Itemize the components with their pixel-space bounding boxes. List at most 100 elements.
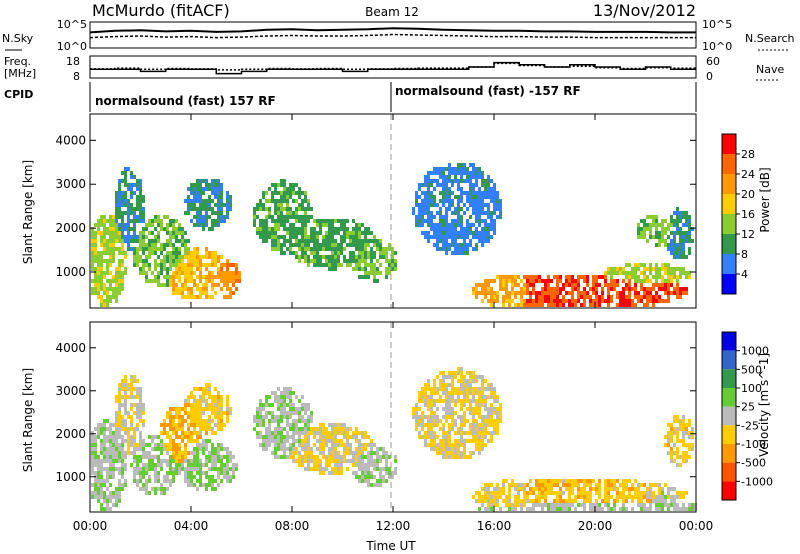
power-cell xyxy=(424,219,427,223)
power-cell xyxy=(526,303,529,307)
power-cell xyxy=(676,211,679,215)
xaxis-label: Time UT xyxy=(365,539,416,553)
velocity-cell xyxy=(91,467,94,471)
power-cell xyxy=(127,167,130,171)
power-cell xyxy=(604,275,607,279)
power-cell xyxy=(463,247,466,251)
power-cell xyxy=(328,259,331,263)
power-cell xyxy=(478,211,481,215)
velocity-cell xyxy=(427,399,430,403)
power-cell xyxy=(280,219,283,223)
velocity-cell xyxy=(577,495,580,499)
power-cell xyxy=(127,227,130,231)
velocity-cell xyxy=(172,443,175,447)
velocity-cell xyxy=(442,431,445,435)
velocity-cell xyxy=(127,411,130,415)
power-cell xyxy=(430,191,433,195)
power-cell xyxy=(361,239,364,243)
velocity-cell xyxy=(322,443,325,447)
time-tick-label: 12:00 xyxy=(376,519,411,533)
power-cell xyxy=(457,231,460,235)
power-cell xyxy=(217,271,220,275)
velocity-cell xyxy=(679,455,682,459)
power-cell xyxy=(430,223,433,227)
velocity-cell xyxy=(496,427,499,431)
power-cell xyxy=(97,271,100,275)
power-cell xyxy=(199,195,202,199)
velocity-cell xyxy=(259,419,262,423)
velocity-cell xyxy=(181,467,184,471)
power-cell xyxy=(205,279,208,283)
velocity-cell xyxy=(133,403,136,407)
power-cell xyxy=(217,223,220,227)
velocity-cell xyxy=(193,451,196,455)
velocity-cell xyxy=(484,499,487,503)
velocity-cell xyxy=(115,435,118,439)
velocity-cell xyxy=(196,415,199,419)
power-cell xyxy=(679,275,682,279)
power-cell xyxy=(649,223,652,227)
velocity-cell xyxy=(496,415,499,419)
velocity-cell xyxy=(94,435,97,439)
velocity-cell xyxy=(190,415,193,419)
velocity-cell xyxy=(274,451,277,455)
velocity-cell xyxy=(481,383,484,387)
velocity-cell xyxy=(109,463,112,467)
power-cell xyxy=(418,215,421,219)
velocity-cell xyxy=(139,487,142,491)
power-cell xyxy=(217,195,220,199)
velocity-cell xyxy=(187,435,190,439)
velocity-cell xyxy=(259,411,262,415)
velocity-cell xyxy=(217,411,220,415)
power-cell xyxy=(172,255,175,259)
power-cell xyxy=(589,299,592,303)
power-cell xyxy=(421,183,424,187)
velocity-cell xyxy=(514,495,517,499)
velocity-cell xyxy=(358,475,361,479)
velocity-cell xyxy=(172,423,175,427)
velocity-cell xyxy=(520,499,523,503)
power-cell xyxy=(451,167,454,171)
velocity-cell xyxy=(313,467,316,471)
velocity-cell xyxy=(199,427,202,431)
power-cell xyxy=(463,167,466,171)
velocity-cell xyxy=(430,403,433,407)
power-cell xyxy=(649,231,652,235)
velocity-cell xyxy=(358,459,361,463)
velocity-cell xyxy=(460,455,463,459)
velocity-cell xyxy=(229,451,232,455)
power-cell xyxy=(688,239,691,243)
velocity-cell xyxy=(157,459,160,463)
power-cell xyxy=(688,215,691,219)
power-cell xyxy=(418,219,421,223)
power-cell xyxy=(118,199,121,203)
velocity-cell xyxy=(145,467,148,471)
power-cell xyxy=(487,235,490,239)
velocity-cell xyxy=(346,443,349,447)
velocity-cell xyxy=(130,443,133,447)
velocity-cell xyxy=(196,487,199,491)
power-cell xyxy=(610,271,613,275)
velocity-cell xyxy=(427,435,430,439)
power-cell xyxy=(205,179,208,183)
velocity-cell xyxy=(340,471,343,475)
power-cell xyxy=(481,191,484,195)
velocity-cell xyxy=(136,411,139,415)
power-cell xyxy=(103,215,106,219)
power-ytick-label: 4000 xyxy=(55,133,86,147)
power-cell xyxy=(631,275,634,279)
velocity-cell xyxy=(598,479,601,483)
velocity-cell xyxy=(151,435,154,439)
power-cell xyxy=(220,187,223,191)
velocity-cell xyxy=(532,507,535,511)
velocity-cell xyxy=(202,419,205,423)
velocity-cell xyxy=(334,423,337,427)
power-cell xyxy=(169,235,172,239)
power-cell xyxy=(235,279,238,283)
power-cell xyxy=(508,291,511,295)
velocity-cell xyxy=(325,455,328,459)
velocity-cell xyxy=(181,407,184,411)
velocity-cell xyxy=(493,411,496,415)
velocity-cell xyxy=(166,415,169,419)
power-cell xyxy=(175,287,178,291)
